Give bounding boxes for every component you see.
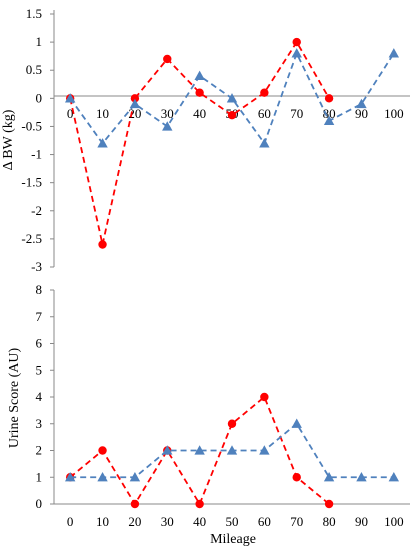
data-point-circle (260, 392, 269, 402)
data-point-circle (195, 88, 204, 97)
x-tick-label: 70 (290, 514, 303, 529)
x-tick-label: 20 (128, 514, 141, 529)
x-tick-label: 100 (384, 106, 404, 121)
y-tick-labels: 8 7 6 5 4 3 2 1 0 (36, 282, 54, 511)
data-point-triangle (64, 93, 76, 103)
data-point-circle (163, 54, 172, 64)
data-point-circle (227, 111, 237, 120)
data-point-triangle (129, 472, 141, 482)
y-tick-label: 0.5 (26, 62, 42, 77)
data-point-triangle (259, 138, 270, 148)
x-tick-label: 40 (193, 106, 206, 121)
y-tick-label: 3 (36, 416, 43, 431)
y-tick-label: 1 (36, 469, 43, 484)
x-tick-label: 60 (258, 514, 271, 529)
data-point-circle (195, 499, 204, 509)
data-point-triangle (388, 472, 400, 482)
x-tick-label: 30 (161, 106, 174, 121)
data-point-triangle (323, 472, 335, 482)
data-point-triangle (226, 445, 238, 455)
data-point-triangle (226, 93, 238, 103)
y-axis-title: Δ BW (kg) (1, 109, 16, 170)
y-tick-labels: 1.5 1 0.5 0 -0.5 -1 -1.5 -2 -2.5 -3 (21, 6, 54, 274)
x-tick-label: 100 (384, 514, 404, 529)
x-tick-label: 50 (226, 514, 239, 529)
data-point-circle (292, 473, 301, 482)
series-group (64, 392, 400, 509)
data-point-circle (260, 88, 269, 97)
chart-body-weight-change: Δ BW (kg) 1.5 1 0.5 0 -0.5 -1 -1.5 -2 -2.5 -3 0 10… (1, 6, 410, 274)
x-tick-label: 80 (323, 514, 336, 529)
y-tick-label: 0 (36, 496, 43, 511)
y-tick-label: -3 (31, 259, 42, 274)
data-point-triangle (97, 138, 108, 148)
data-point-triangle (97, 472, 108, 482)
data-point-triangle (388, 48, 400, 58)
y-tick-label: -1.5 (21, 175, 42, 190)
x-tick-label: 70 (290, 106, 303, 121)
data-point-circle (98, 240, 107, 249)
data-point-circle (292, 37, 301, 47)
x-axis-title: Mileage (210, 532, 256, 547)
y-axis-title: Urine Score (AU) (7, 348, 22, 449)
data-point-triangle (291, 48, 302, 58)
data-point-triangle (129, 98, 141, 109)
y-tick-label: 8 (36, 282, 43, 297)
y-tick-label: -2.5 (21, 231, 42, 246)
y-tick-label: 2 (36, 443, 43, 458)
x-tick-label: 30 (161, 514, 174, 529)
data-point-triangle (291, 418, 302, 428)
data-point-triangle (194, 70, 205, 81)
y-tick-label: 4 (36, 389, 43, 404)
data-point-circle (130, 499, 140, 509)
y-tick-label: 1.5 (26, 6, 42, 21)
y-tick-label: -0.5 (21, 118, 42, 133)
y-tick-label: -1 (31, 147, 42, 162)
data-point-circle (130, 94, 140, 103)
x-tick-label: 60 (258, 106, 271, 121)
x-tick-label: 20 (128, 106, 141, 121)
y-tick-label: 7 (36, 309, 43, 324)
y-tick-label: 0 (36, 90, 43, 105)
x-tick-label: 40 (193, 514, 206, 529)
x-tick-label: 10 (96, 514, 109, 529)
data-point-circle (98, 446, 107, 455)
y-tick-label: 5 (36, 362, 43, 377)
x-tick-label: 90 (355, 514, 368, 529)
data-point-triangle (259, 445, 270, 455)
x-tick-label: 80 (323, 106, 336, 121)
x-tick-label: 0 (67, 106, 74, 121)
data-point-triangle (356, 98, 367, 109)
y-tick-label: 6 (36, 336, 43, 351)
data-point-circle (227, 419, 237, 428)
x-tick-label: 90 (355, 106, 368, 121)
data-point-circle (324, 499, 334, 509)
series-line (69, 395, 330, 507)
y-tick-label: -2 (31, 203, 42, 218)
data-point-triangle (162, 121, 173, 131)
x-tick-label: 10 (96, 106, 109, 121)
x-tick-label: 0 (67, 514, 74, 529)
series-line (69, 40, 330, 245)
y-tick-label: 1 (36, 34, 43, 49)
data-point-triangle (162, 445, 173, 455)
data-point-triangle (64, 472, 76, 482)
data-point-triangle (323, 115, 335, 125)
data-point-triangle (356, 472, 367, 482)
series-group (64, 37, 400, 249)
data-point-triangle (194, 445, 205, 455)
data-point-circle (324, 94, 334, 103)
x-tick-labels: 0 10 20 30 40 50 60 70 80 90 100 (67, 514, 404, 529)
